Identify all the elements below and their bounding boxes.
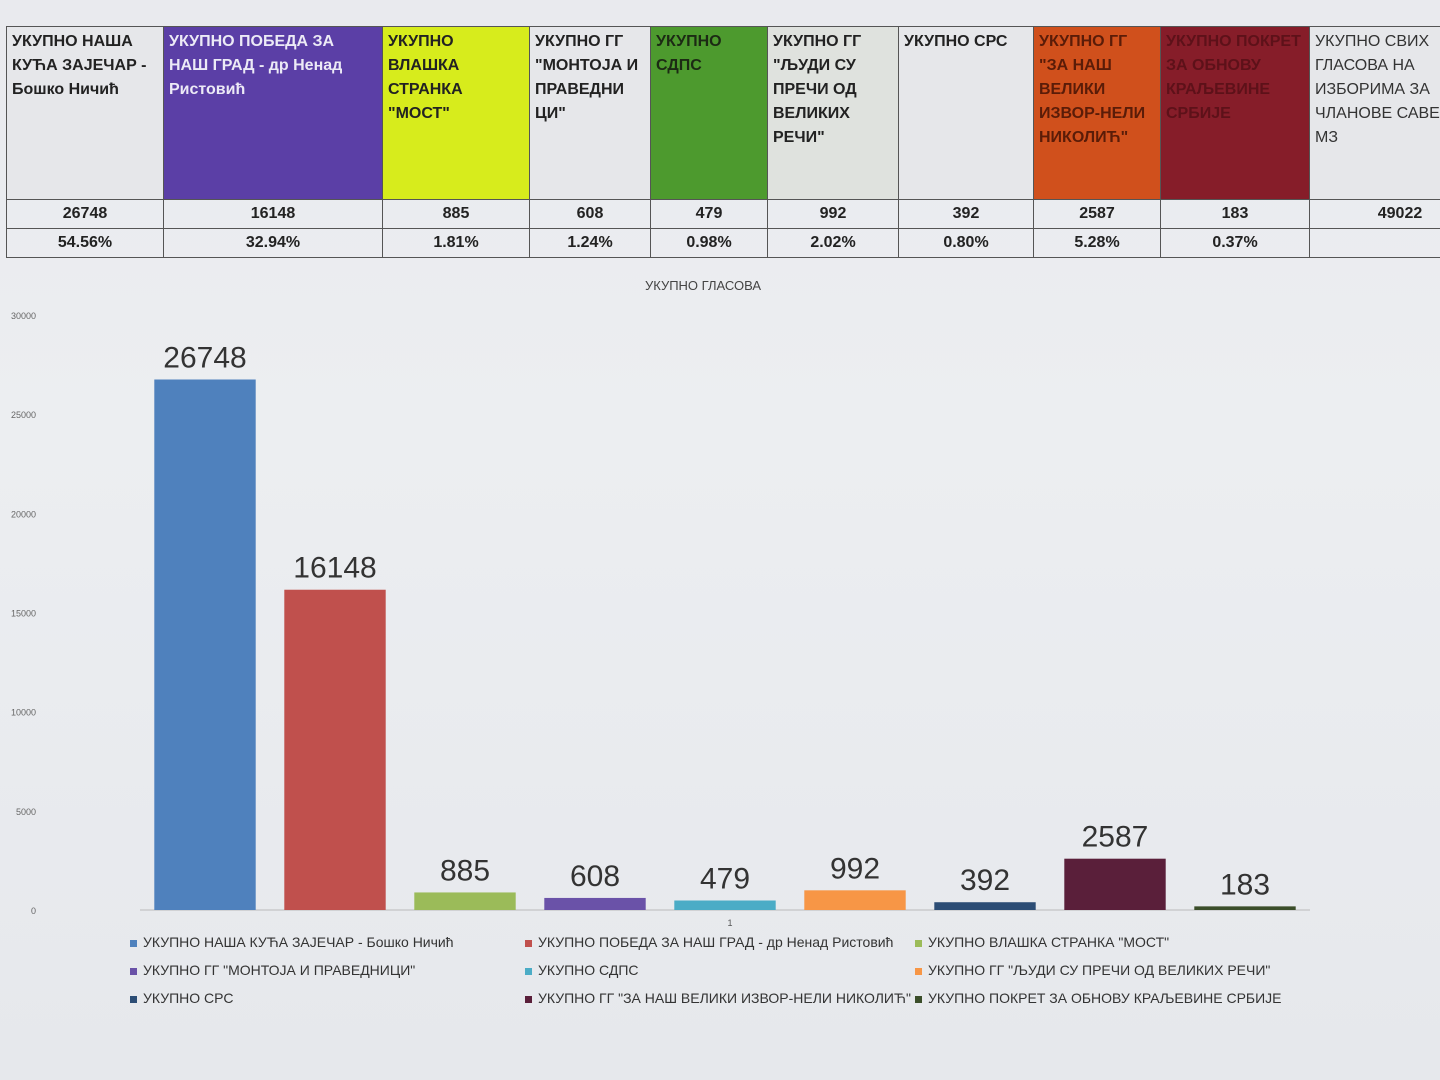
legend-swatch xyxy=(130,939,137,947)
legend-item: УКУПНО СДПС xyxy=(525,962,639,978)
legend-swatch xyxy=(915,995,922,1003)
legend-item: УКУПНО ПОБЕДА ЗА НАШ ГРАД - др Ненад Рис… xyxy=(525,934,893,950)
bar xyxy=(414,892,516,910)
legend-label: УКУПНО ПОБЕДА ЗА НАШ ГРАД - др Ненад Рис… xyxy=(538,934,894,950)
legend-item: УКУПНО НАША КУЋА ЗАЈЕЧАР - Бошко Ничић xyxy=(130,934,454,950)
table-votes-cell: 26748 xyxy=(6,199,164,229)
table-header-cell: УКУПНО ВЛАШКА СТРАНКА "МОСТ" xyxy=(382,26,530,200)
legend-swatch xyxy=(525,995,532,1003)
legend-label: УКУПНО НАША КУЋА ЗАЈЕЧАР - Бошко Ничић xyxy=(143,934,454,950)
bar-data-label: 2587 xyxy=(1082,821,1149,854)
legend-swatch xyxy=(130,967,137,975)
bar xyxy=(934,902,1036,910)
table-header-cell: УКУПНО ГГ "ЉУДИ СУ ПРЕЧИ ОД ВЕЛИКИХ РЕЧИ… xyxy=(767,26,899,200)
table-header-cell: УКУПНО ГГ "ЗА НАШ ВЕЛИКИ ИЗВОР-НЕЛИ НИКО… xyxy=(1033,26,1161,200)
table-votes-cell: 16148 xyxy=(163,199,383,229)
y-tick-label: 25000 xyxy=(11,410,36,420)
legend-label: УКУПНО ВЛАШКА СТРАНКА "МОСТ" xyxy=(928,934,1170,950)
bar-data-label: 885 xyxy=(440,854,490,887)
chart-legend: УКУПНО НАША КУЋА ЗАЈЕЧАР - Бошко Ничић УК… xyxy=(120,930,1340,1030)
table-percent-cell: 2.02% xyxy=(767,228,899,258)
table-votes-cell: 885 xyxy=(382,199,530,229)
bar-data-label: 16148 xyxy=(293,552,376,585)
bar-data-label: 26748 xyxy=(163,341,246,374)
bar xyxy=(1194,906,1296,910)
legend-item: УКУПНО СРС xyxy=(130,990,233,1006)
legend-swatch xyxy=(915,967,922,975)
y-tick-label: 30000 xyxy=(11,311,36,321)
table-percent-cell: 1.81% xyxy=(382,228,530,258)
table-votes-cell: 392 xyxy=(898,199,1034,229)
table-header-cell: УКУПНО НАША КУЋА ЗАЈЕЧАР - Бошко Ничић xyxy=(6,26,164,200)
table-header-cell: УКУПНО СДПС xyxy=(650,26,768,200)
y-tick-label: 20000 xyxy=(11,509,36,519)
y-tick-label: 10000 xyxy=(11,708,36,718)
bar-data-label: 992 xyxy=(830,852,880,885)
table-percent-cell: 5.28% xyxy=(1033,228,1161,258)
table-percent-cell xyxy=(1309,228,1440,258)
table-header-cell: УКУПНО СРС xyxy=(898,26,1034,200)
table-percent-cell: 32.94% xyxy=(163,228,383,258)
table-votes-cell: 608 xyxy=(529,199,651,229)
table-votes-cell: 479 xyxy=(650,199,768,229)
bar xyxy=(284,589,386,910)
bar xyxy=(544,897,646,910)
table-header-cell: УКУПНО СВИХ ГЛАСОВА НА ИЗБОРИМА ЗА ЧЛАНО… xyxy=(1309,26,1440,200)
legend-swatch xyxy=(915,939,922,947)
table-votes-cell: 992 xyxy=(767,199,899,229)
bar xyxy=(1064,858,1166,910)
y-tick-label: 15000 xyxy=(11,609,36,619)
table-header-row: УКУПНО НАША КУЋА ЗАЈЕЧАР - Бошко Ничић УК… xyxy=(6,26,1440,200)
legend-swatch xyxy=(525,967,532,975)
x-category-label: 1 xyxy=(727,918,732,928)
legend-label: УКУПНО ПОКРЕТ ЗА ОБНОВУ КРАЉЕВИНЕ СРБИЈЕ xyxy=(928,990,1282,1006)
legend-item: УКУПНО ВЛАШКА СТРАНКА "МОСТ" xyxy=(915,934,1169,950)
bar xyxy=(154,379,256,910)
legend-item: УКУПНО ПОКРЕТ ЗА ОБНОВУ КРАЉЕВИНЕ СРБИЈЕ xyxy=(915,990,1282,1006)
bar-data-label: 608 xyxy=(570,860,620,893)
table-votes-cell: 2587 xyxy=(1033,199,1161,229)
legend-swatch xyxy=(525,939,532,947)
y-tick-label: 5000 xyxy=(16,807,36,817)
table-header-cell: УКУПНО ПОКРЕТ ЗА ОБНОВУ КРАЉЕВИНЕ СРБИЈЕ xyxy=(1160,26,1310,200)
legend-label: УКУПНО ГГ "ЗА НАШ ВЕЛИКИ ИЗВОР-НЕЛИ НИКО… xyxy=(538,990,911,1006)
legend-label: УКУПНО СДПС xyxy=(538,962,639,978)
legend-label: УКУПНО ГГ "МОНТОЈА И ПРАВЕДНИЦИ" xyxy=(143,962,416,978)
bar xyxy=(804,890,906,910)
table-votes-cell: 49022 xyxy=(1309,199,1440,229)
legend-item: УКУПНО ГГ "ЉУДИ СУ ПРЕЧИ ОД ВЕЛИКИХ РЕЧИ… xyxy=(915,962,1270,978)
legend-item: УКУПНО ГГ "МОНТОЈА И ПРАВЕДНИЦИ" xyxy=(130,962,415,978)
table-percent-cell: 1.24% xyxy=(529,228,651,258)
legend-item: УКУПНО ГГ "ЗА НАШ ВЕЛИКИ ИЗВОР-НЕЛИ НИКО… xyxy=(525,990,911,1006)
legend-swatch xyxy=(130,995,137,1003)
table-votes-row: 26748 16148 885 608 479 992 392 2587 183 49022 xyxy=(6,199,1440,229)
table-percent-cell: 0.37% xyxy=(1160,228,1310,258)
chart-title: УКУПНО ГЛАСОВА xyxy=(645,278,761,293)
bar-data-label: 392 xyxy=(960,864,1010,897)
table-percent-cell: 54.56% xyxy=(6,228,164,258)
bar-data-label: 183 xyxy=(1220,868,1270,901)
table-header-cell: УКУПНО ГГ "МОНТОЈА И ПРАВЕДНИ ЦИ" xyxy=(529,26,651,200)
table-percent-row: 54.56% 32.94% 1.81% 1.24% 0.98% 2.02% 0.80% 5.2… xyxy=(6,228,1440,258)
table-header-cell: УКУПНО ПОБЕДА ЗА НАШ ГРАД - др Ненад Рис… xyxy=(163,26,383,200)
bar-data-label: 479 xyxy=(700,862,750,895)
table-votes-cell: 183 xyxy=(1160,199,1310,229)
legend-label: УКУПНО СРС xyxy=(143,990,234,1006)
bar xyxy=(674,900,776,910)
table-percent-cell: 0.80% xyxy=(898,228,1034,258)
votes-bar-chart: УКУПНО ГЛАСОВА 0 5000 10000 15000 20000 25000 3… xyxy=(11,278,1310,928)
y-tick-label: 0 xyxy=(31,906,36,916)
results-table: УКУПНО НАША КУЋА ЗАЈЕЧАР - Бошко Ничић УК… xyxy=(6,26,1440,258)
legend-label: УКУПНО ГГ "ЉУДИ СУ ПРЕЧИ ОД ВЕЛИКИХ РЕЧИ… xyxy=(928,962,1271,978)
table-percent-cell: 0.98% xyxy=(650,228,768,258)
